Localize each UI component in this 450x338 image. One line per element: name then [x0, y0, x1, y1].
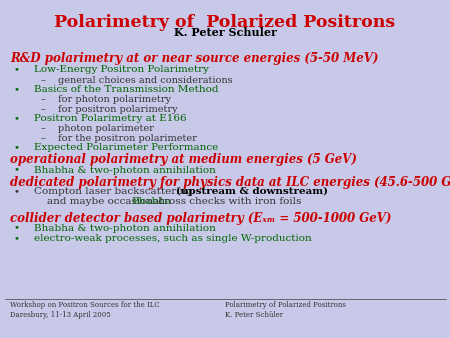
Text: cross checks with iron foils: cross checks with iron foils	[155, 197, 302, 207]
Text: •: •	[14, 224, 19, 233]
Text: Expected Polarimeter Performance: Expected Polarimeter Performance	[34, 143, 218, 152]
Text: for the positron polarimeter: for the positron polarimeter	[58, 134, 198, 143]
Text: •: •	[14, 114, 19, 123]
Text: Positron Polarimetry at E166: Positron Polarimetry at E166	[34, 114, 186, 123]
Text: for photon polarimetry: for photon polarimetry	[58, 95, 171, 104]
Text: –: –	[40, 134, 45, 143]
Text: and maybe occasional: and maybe occasional	[34, 197, 166, 207]
Text: photon polarimeter: photon polarimeter	[58, 124, 154, 134]
Text: •: •	[14, 143, 19, 152]
Text: •: •	[14, 234, 19, 243]
Text: Workshop on Positron Sources for the ILC
Daresbury, 11-13 April 2005: Workshop on Positron Sources for the ILC…	[10, 301, 160, 319]
Text: (upstream & downstream): (upstream & downstream)	[176, 187, 328, 196]
Text: collider detector based polarimetry (Eₓₘ = 500-1000 GeV): collider detector based polarimetry (Eₓₘ…	[10, 212, 391, 224]
Text: Polarimetry of Polarized Positrons
K. Peter Schüler: Polarimetry of Polarized Positrons K. Pe…	[225, 301, 346, 319]
Text: general choices and considerations: general choices and considerations	[58, 76, 233, 85]
Text: Polarimetry of  Polarized Positrons: Polarimetry of Polarized Positrons	[54, 14, 396, 30]
Text: electro-weak processes, such as single W-production: electro-weak processes, such as single W…	[34, 234, 311, 243]
Text: •: •	[14, 187, 19, 196]
Text: Basics of the Transmission Method: Basics of the Transmission Method	[34, 85, 218, 94]
Text: •: •	[14, 65, 19, 74]
Text: –: –	[40, 105, 45, 114]
Text: R&D polarimetry at or near source energies (5-50 MeV): R&D polarimetry at or near source energi…	[10, 52, 378, 65]
Text: •: •	[14, 85, 19, 94]
Text: –: –	[40, 95, 45, 104]
Text: •: •	[14, 166, 19, 175]
Text: Bhabha & two-photon annihilation: Bhabha & two-photon annihilation	[34, 166, 216, 175]
Text: Bhabha: Bhabha	[131, 197, 171, 207]
Text: –: –	[40, 76, 45, 85]
Text: Low-Energy Positron Polarimetry: Low-Energy Positron Polarimetry	[34, 65, 209, 74]
Text: –: –	[40, 124, 45, 134]
Text: for positron polarimetry: for positron polarimetry	[58, 105, 178, 114]
Text: dedicated polarimetry for physics data at ILC energies (45.6-500 GeV): dedicated polarimetry for physics data a…	[10, 176, 450, 189]
Text: K. Peter Schuler: K. Peter Schuler	[174, 27, 276, 38]
Text: operational polarimetry at medium energies (5 GeV): operational polarimetry at medium energi…	[10, 153, 357, 166]
Text: Compton laser backscattering: Compton laser backscattering	[34, 187, 196, 196]
Text: Bhabha & two-photon annihilation: Bhabha & two-photon annihilation	[34, 224, 216, 233]
